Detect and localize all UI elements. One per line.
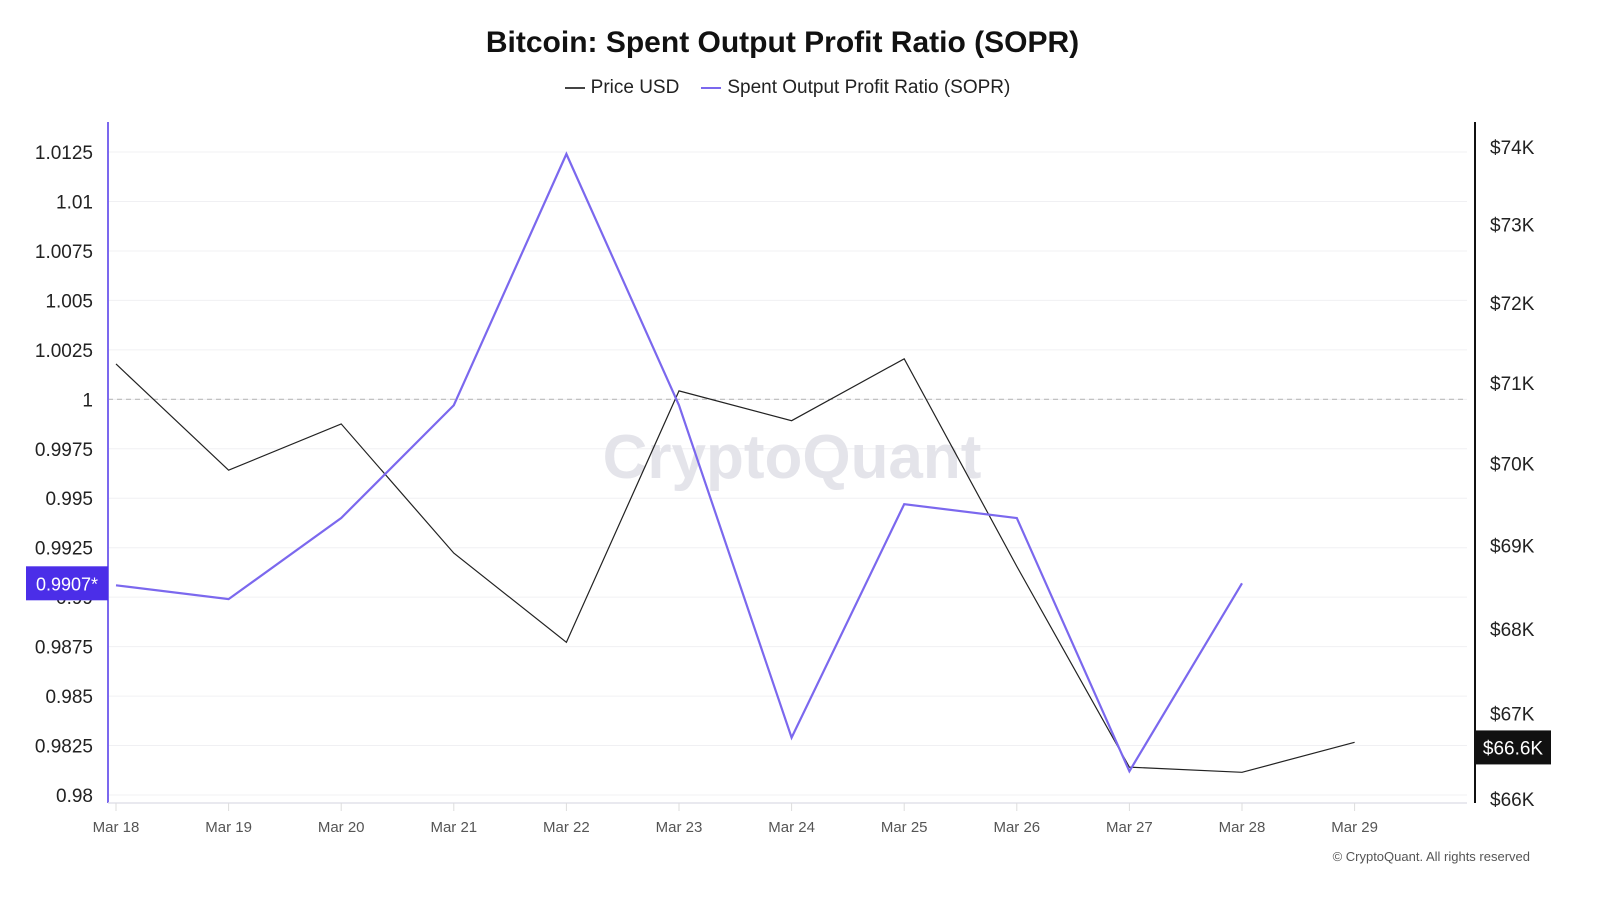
left-tick-label: 0.995 [45,489,93,510]
price-line [115,357,1355,773]
right-tick-label: $66K [1490,790,1535,811]
right-tick-label: $67K [1490,704,1535,725]
legend-swatch-price [564,87,585,89]
legend-label-price: Price USD [590,77,680,98]
left-tick-label: 1.0025 [35,341,93,362]
left-tick-label: 1.0125 [35,143,93,164]
legend-label-sopr: Spent Output Profit Ratio (SOPR) [727,77,1011,98]
right-tick-label: $71K [1490,374,1535,395]
left-tick-label: 0.9975 [35,440,93,461]
chart-title: Bitcoin: Spent Output Profit Ratio (SOPR… [485,26,1080,59]
x-tick-label: Mar 20 [318,819,365,836]
x-tick-label: Mar 22 [543,819,590,836]
right-tick-label: $72K [1490,294,1535,315]
right-tick-label: $74K [1490,138,1535,159]
left-tick-label: 1.005 [45,291,93,312]
x-tick-label: Mar 19 [205,819,252,836]
legend-swatch-sopr [701,87,722,89]
left-tick-label: 0.9925 [35,539,93,560]
left-tick-label: 1.01 [56,192,93,213]
x-tick-label: Mar 18 [93,819,140,836]
left-tick-label: 0.985 [45,687,93,708]
left-tick-label: 1.0075 [35,242,93,263]
x-tick-label: Mar 27 [1106,819,1153,836]
left-tick-label: 1 [82,390,93,411]
x-tick-label: Mar 26 [993,819,1040,836]
x-tick-label: Mar 23 [656,819,703,836]
left-tick-label: 0.9875 [35,638,93,659]
left-tick-label: 0.9825 [35,737,93,758]
left-value-marker [26,566,108,601]
right-value-marker [1476,730,1551,765]
legend-item-price[interactable]: Price USD [564,77,680,99]
left-value-marker-label: 0.9907* [36,574,98,594]
right-tick-label: $69K [1490,537,1535,558]
right-tick-label: $73K [1490,216,1535,237]
legend: Price USD Spent Output Profit Ratio (SOP… [0,77,1575,99]
left-tick-label: 0.98 [56,786,93,807]
x-tick-label: Mar 28 [1219,819,1266,836]
copyright: © CryptoQuant. All rights reserved [1332,849,1530,864]
x-tick-label: Mar 25 [881,819,928,836]
right-value-marker-label: $66.6K [1483,738,1544,759]
x-tick-label: Mar 29 [1331,819,1378,836]
x-tick-label: Mar 21 [430,819,477,836]
right-tick-label: $68K [1490,620,1535,641]
x-tick-label: Mar 24 [768,819,815,836]
legend-item-sopr[interactable]: Spent Output Profit Ratio (SOPR) [701,77,1010,99]
right-tick-label: $70K [1490,455,1535,476]
watermark: CryptoQuant [603,423,982,492]
sopr-line [115,151,1243,774]
